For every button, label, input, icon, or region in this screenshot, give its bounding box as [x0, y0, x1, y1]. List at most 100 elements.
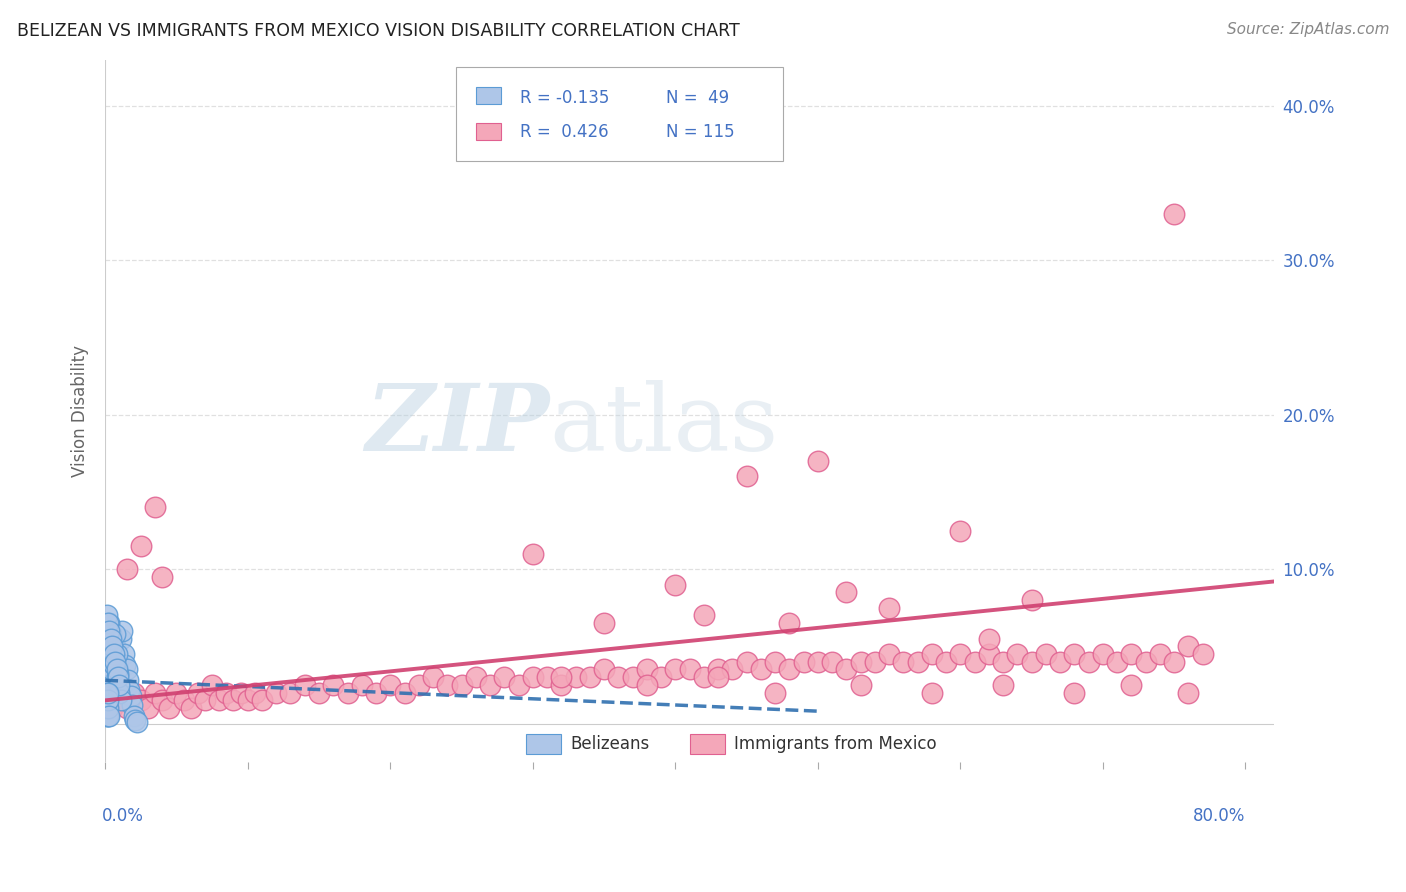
Point [422, 670, 444, 684]
Point [664, 663, 686, 677]
Y-axis label: Vision Disability: Vision Disability [72, 345, 89, 477]
Point [1135, 655, 1157, 669]
Point [949, 647, 972, 661]
Point [877, 647, 900, 661]
Point [935, 655, 957, 669]
Point [98, 678, 121, 692]
Point [350, 678, 373, 692]
Point [96, 708, 118, 723]
Point [991, 678, 1014, 692]
Point [550, 670, 572, 684]
Point [522, 547, 544, 561]
Point [201, 678, 224, 692]
Point [1121, 647, 1143, 661]
Point [364, 685, 387, 699]
Point [322, 678, 344, 692]
Point [104, 655, 127, 669]
Point [129, 693, 152, 707]
Point [636, 663, 658, 677]
Point [394, 685, 416, 699]
Point [229, 685, 252, 699]
Point [807, 454, 830, 468]
Point [763, 685, 786, 699]
Point [508, 678, 530, 692]
FancyBboxPatch shape [456, 67, 783, 161]
Point [194, 693, 217, 707]
Point [963, 655, 986, 669]
Point [110, 632, 132, 646]
Point [735, 469, 758, 483]
Point [150, 693, 173, 707]
Point [650, 670, 672, 684]
Point [807, 655, 830, 669]
Point [97, 670, 120, 684]
Point [117, 673, 139, 688]
Point [693, 670, 716, 684]
Point [250, 693, 273, 707]
Point [949, 524, 972, 538]
Text: 0.0%: 0.0% [103, 806, 145, 825]
Text: ZIP: ZIP [366, 380, 550, 470]
Point [336, 685, 359, 699]
Point [1149, 647, 1171, 661]
Point [98, 624, 121, 638]
Point [96, 685, 118, 699]
Point [96, 608, 118, 623]
Point [108, 678, 131, 692]
Point [294, 678, 316, 692]
Point [103, 685, 125, 699]
Point [97, 685, 120, 699]
Point [877, 600, 900, 615]
Text: 80.0%: 80.0% [1194, 806, 1246, 825]
Point [1049, 655, 1071, 669]
Point [111, 624, 134, 638]
Point [115, 663, 138, 677]
Point [1177, 685, 1199, 699]
Point [180, 701, 202, 715]
Point [118, 682, 141, 697]
Point [105, 670, 128, 684]
Point [215, 685, 238, 699]
Point [464, 670, 486, 684]
Point [380, 678, 402, 692]
Point [578, 670, 600, 684]
Point [104, 640, 127, 654]
Point [1021, 655, 1043, 669]
Point [107, 667, 129, 681]
Point [921, 647, 943, 661]
Point [1091, 647, 1114, 661]
Point [97, 701, 120, 715]
Point [436, 678, 458, 692]
Point [122, 685, 145, 699]
Point [1107, 655, 1129, 669]
Point [1191, 647, 1213, 661]
Point [157, 701, 180, 715]
Point [849, 655, 872, 669]
Point [101, 701, 124, 715]
Point [143, 500, 166, 515]
Point [108, 678, 131, 692]
Point [678, 663, 700, 677]
Text: R =  0.426: R = 0.426 [520, 123, 609, 141]
Point [849, 678, 872, 692]
Point [921, 685, 943, 699]
Point [105, 647, 128, 661]
Point [150, 570, 173, 584]
Point [893, 655, 915, 669]
Point [112, 647, 135, 661]
FancyBboxPatch shape [475, 87, 502, 103]
Point [222, 693, 245, 707]
Point [1021, 593, 1043, 607]
Point [264, 685, 287, 699]
Point [97, 708, 120, 723]
Point [96, 693, 118, 707]
Point [96, 701, 118, 715]
Point [105, 663, 128, 677]
Point [408, 678, 430, 692]
Point [1063, 647, 1085, 661]
Point [693, 608, 716, 623]
FancyBboxPatch shape [689, 734, 724, 754]
Point [977, 647, 1000, 661]
Point [593, 616, 616, 631]
Point [735, 655, 758, 669]
